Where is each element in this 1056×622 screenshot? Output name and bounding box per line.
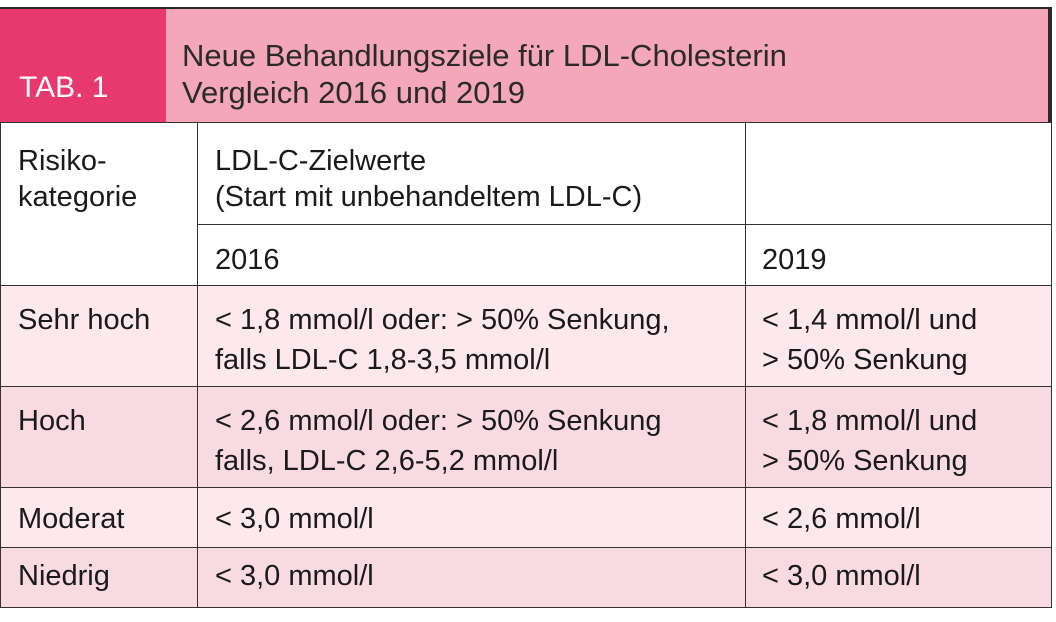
value-2016-cell: < 3,0 mmol/l <box>197 487 746 548</box>
value-2016-line-1: < 2,6 mmol/l oder: > 50% Senkung <box>215 405 662 437</box>
value-2016-cell: < 1,8 mmol/l oder: > 50% Senkung, falls … <box>197 285 746 387</box>
header-cell-category: Risiko- kategorie <box>0 122 198 286</box>
year-2016: 2016 <box>215 244 280 276</box>
table-year-row: 2016 2019 <box>1 224 1052 286</box>
value-2019-line-2: > 50% Senkung <box>762 344 968 376</box>
table-row: Hoch < 2,6 mmol/l oder: > 50% Senkung fa… <box>0 386 1052 488</box>
category-label: Hoch <box>18 405 86 437</box>
value-2016-cell: < 3,0 mmol/l <box>197 547 746 608</box>
table-row: Niedrig < 3,0 mmol/l < 3,0 mmol/l <box>0 547 1052 608</box>
table-header: TAB. 1 Neue Behandlungsziele für LDL-Cho… <box>0 7 1052 122</box>
header-cell-targets: LDL-C-Zielwerte (Start mit unbehandeltem… <box>197 122 746 225</box>
table-title: Neue Behandlungsziele für LDL-Cholesteri… <box>166 9 1048 122</box>
tab-label: TAB. 1 <box>0 9 166 122</box>
category-cell: Niedrig <box>0 547 198 608</box>
value-2019-line-1: < 2,6 mmol/l <box>762 503 921 535</box>
value-2019-line-1: < 1,4 mmol/l und <box>762 304 978 336</box>
header-targets-line-1: LDL-C-Zielwerte <box>215 145 427 177</box>
value-2019-line-2: > 50% Senkung <box>762 445 968 477</box>
category-cell: Sehr hoch <box>0 285 198 387</box>
value-2019-line-1: < 3,0 mmol/l <box>762 560 921 592</box>
year-2019: 2019 <box>762 244 827 276</box>
category-cell: Moderat <box>0 487 198 548</box>
value-2019-cell: < 2,6 mmol/l <box>745 487 1052 548</box>
category-label: Niedrig <box>18 560 110 592</box>
title-line-1: Neue Behandlungsziele für LDL-Cholesteri… <box>182 38 787 73</box>
table-row: Sehr hoch < 1,8 mmol/l oder: > 50% Senku… <box>0 285 1052 387</box>
value-2016-line-2: falls, LDL-C 2,6-5,2 mmol/l <box>215 445 559 477</box>
header-cell-2016: 2016 <box>197 224 746 286</box>
ldl-target-table: Risiko- kategorie LDL-C-Zielwerte (Start… <box>0 122 1052 608</box>
header-category-line-1: Risiko- <box>18 145 107 177</box>
value-2019-line-1: < 1,8 mmol/l und <box>762 405 978 437</box>
value-2019-cell: < 1,8 mmol/l und > 50% Senkung <box>745 386 1052 488</box>
value-2016-line-2: falls LDL-C 1,8-3,5 mmol/l <box>215 344 551 376</box>
header-cell-empty <box>745 122 1052 225</box>
category-label: Moderat <box>18 503 125 535</box>
title-line-2: Vergleich 2016 und 2019 <box>182 75 526 110</box>
header-cell-2019: 2019 <box>745 224 1052 286</box>
header-category-line-2: kategorie <box>18 181 138 213</box>
header-targets-line-2: (Start mit unbehandeltem LDL-C) <box>215 181 643 213</box>
value-2016-line-1: < 3,0 mmol/l <box>215 503 374 535</box>
table-row: Moderat < 3,0 mmol/l < 2,6 mmol/l <box>0 487 1052 548</box>
tab-label-text: TAB. 1 <box>19 71 109 104</box>
category-cell: Hoch <box>0 386 198 488</box>
value-2019-cell: < 3,0 mmol/l <box>745 547 1052 608</box>
table-header-row: Risiko- kategorie LDL-C-Zielwerte (Start… <box>0 122 1052 286</box>
value-2016-cell: < 2,6 mmol/l oder: > 50% Senkung falls, … <box>197 386 746 488</box>
category-label: Sehr hoch <box>18 304 151 336</box>
value-2016-line-1: < 1,8 mmol/l oder: > 50% Senkung, <box>215 304 670 336</box>
value-2019-cell: < 1,4 mmol/l und > 50% Senkung <box>745 285 1052 387</box>
value-2016-line-1: < 3,0 mmol/l <box>215 560 374 592</box>
